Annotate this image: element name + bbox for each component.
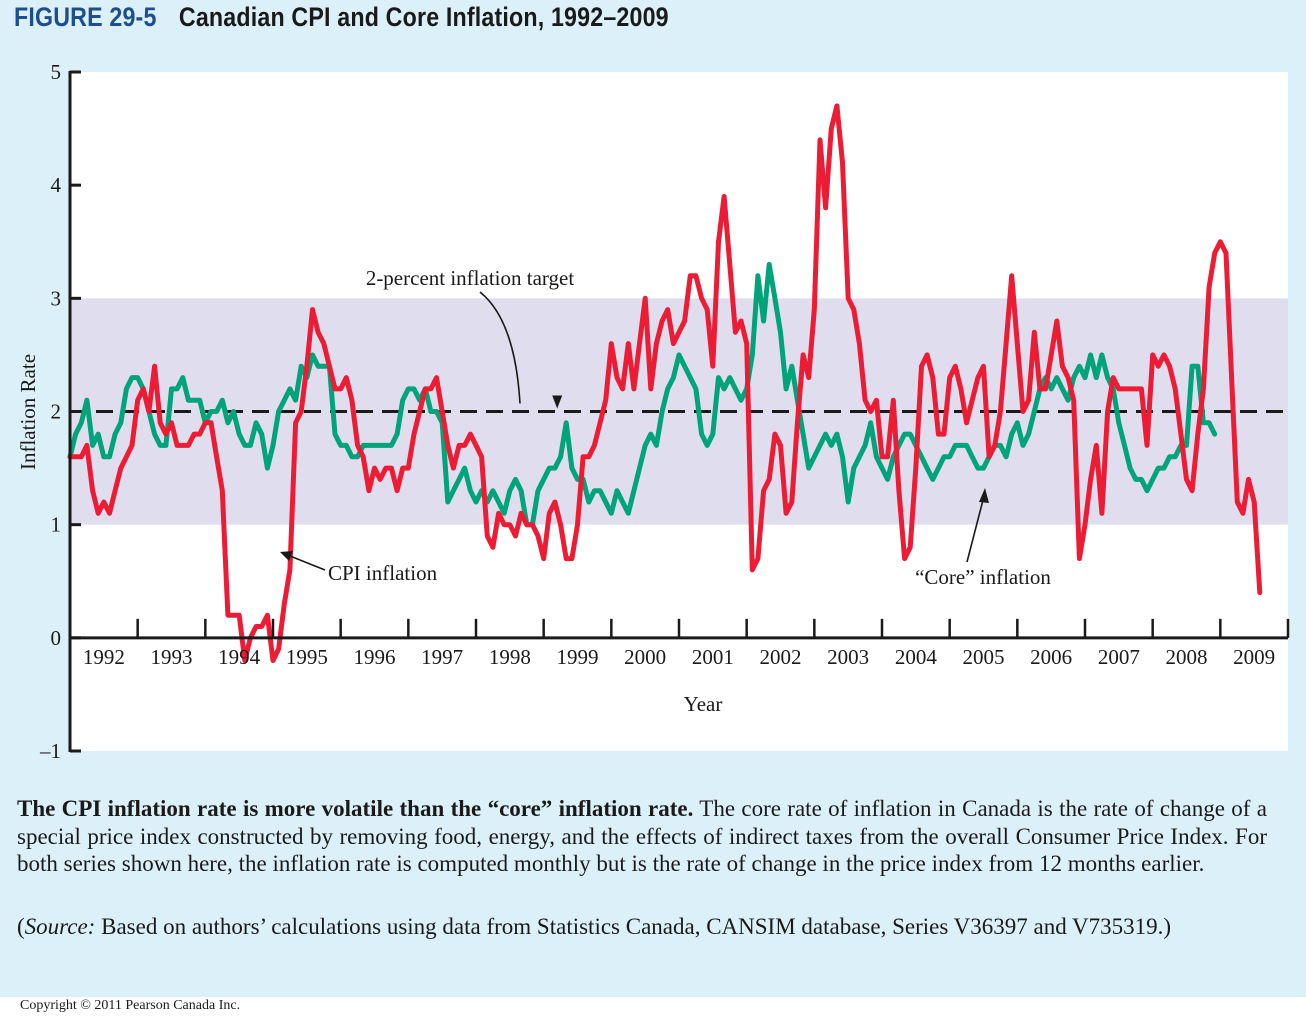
- x-tick-label: 2006: [1030, 645, 1072, 669]
- x-tick-label: 2000: [624, 645, 666, 669]
- x-tick-label: 2001: [692, 645, 734, 669]
- y-tick-label: 0: [51, 626, 62, 650]
- figure-number: FIGURE 29-5: [14, 2, 157, 32]
- axes-layer: [68, 70, 1290, 753]
- y-tick-label: –1: [39, 739, 61, 763]
- x-tick-labels: 1992 1993 1994 1995 1996 1997 1998 1999 2000 2001…: [83, 645, 1275, 669]
- x-tick-label: 2008: [1166, 645, 1208, 669]
- y-tick-labels: –1 0 1 2 3 4 5: [39, 60, 62, 763]
- x-tick-label: 1994: [218, 645, 261, 669]
- x-tick-label: 1995: [286, 645, 328, 669]
- annotation-target-arrow: [479, 291, 521, 404]
- arrowhead-icon: [979, 488, 989, 503]
- annotation-core-arrow: [966, 499, 984, 563]
- x-tick-label: 1998: [489, 645, 531, 669]
- x-tick-label: 2004: [895, 645, 938, 669]
- x-tick-label: 2003: [827, 645, 869, 669]
- x-tick-label: 1997: [421, 645, 463, 669]
- annotations: 2-percent inflation target CPI inflation “…: [280, 266, 1051, 589]
- x-tick-label: 2009: [1233, 645, 1275, 669]
- figure-title: FIGURE 29-5 Canadian CPI and Core Inflati…: [14, 2, 669, 33]
- figure-caption: The CPI inflation rate is more volatile …: [17, 795, 1267, 878]
- y-tick-label: 4: [51, 173, 62, 197]
- cpi-inflation-line: [67, 103, 1263, 663]
- source-text: Based on authors’ calculations using dat…: [95, 914, 1172, 939]
- annotation-target-label: 2-percent inflation target: [366, 266, 575, 290]
- copyright: Copyright © 2011 Pearson Canada Inc.: [20, 998, 241, 1013]
- y-tick-label: 5: [51, 60, 62, 84]
- x-axis-label: Year: [684, 692, 723, 716]
- y-tick-label: 3: [51, 286, 62, 310]
- figure-name: Canadian CPI and Core Inflation, 1992–20…: [178, 2, 669, 32]
- caption-body: The core rate of inflation in Canada is …: [17, 796, 1267, 876]
- source-label: Source:: [24, 914, 96, 939]
- x-tick-label: 1996: [354, 645, 396, 669]
- series-layer: [67, 103, 1263, 663]
- x-tick-label: 2002: [760, 645, 802, 669]
- source-open: (: [17, 914, 25, 939]
- y-tick-label: 1: [51, 513, 62, 537]
- core-inflation-line: [67, 261, 1218, 528]
- x-tick-label: 2007: [1098, 645, 1140, 669]
- annotation-cpi-label: CPI inflation: [328, 561, 438, 585]
- source-note: (Source: Based on authors’ calculations …: [17, 913, 1267, 941]
- x-tick-label: 1992: [83, 645, 125, 669]
- arrowhead-icon: [552, 395, 563, 409]
- caption-lead: The CPI inflation rate is more volatile …: [17, 796, 694, 821]
- x-tick-label: 2005: [963, 645, 1005, 669]
- x-tick-label: 1999: [557, 645, 599, 669]
- arrowhead-icon: [280, 551, 293, 561]
- y-axis-label: Inflation Rate: [16, 354, 40, 470]
- annotation-cpi-arrow: [289, 555, 326, 571]
- y-tick-label: 2: [51, 400, 62, 424]
- annotation-core-label: “Core” inflation: [915, 565, 1051, 589]
- x-tick-label: 1993: [151, 645, 193, 669]
